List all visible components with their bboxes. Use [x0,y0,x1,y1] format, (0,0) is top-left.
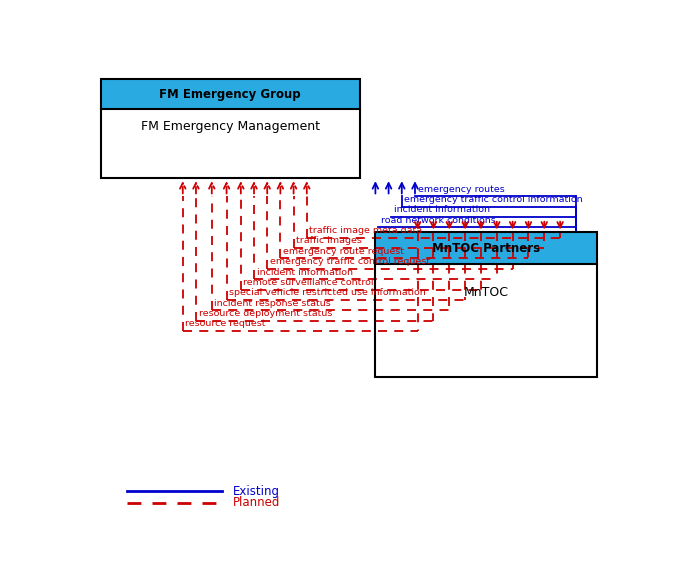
Text: special vehicle restricted use information: special vehicle restricted use informati… [229,288,426,297]
Bar [375,232,597,377]
Text: emergency route request: emergency route request [283,247,404,256]
Bar [101,79,360,109]
Text: remote surveillance control: remote surveillance control [243,278,374,287]
Bar [375,264,597,377]
Text: incident response status: incident response status [215,298,331,308]
Text: FM Emergency Management: FM Emergency Management [141,120,320,133]
Text: MnTOC Partners: MnTOC Partners [432,242,540,254]
Text: Planned: Planned [233,496,281,509]
Text: emergency traffic control request: emergency traffic control request [270,257,430,266]
Bar [101,79,360,178]
Text: resource deployment status: resource deployment status [199,309,332,318]
Bar [375,232,597,264]
Text: emergency traffic control information: emergency traffic control information [405,195,583,204]
Text: incident information: incident information [394,205,490,214]
Text: traffic images: traffic images [296,236,362,246]
Text: resource request: resource request [185,319,266,328]
Bar [101,109,360,178]
Text: emergency routes: emergency routes [417,185,505,194]
Text: MnTOC: MnTOC [464,285,509,299]
Text: traffic image meta data: traffic image meta data [309,226,422,235]
Text: incident information: incident information [257,267,353,277]
Text: Existing: Existing [233,485,280,498]
Text: FM Emergency Group: FM Emergency Group [159,88,301,101]
Text: road network conditions: road network conditions [381,216,496,225]
